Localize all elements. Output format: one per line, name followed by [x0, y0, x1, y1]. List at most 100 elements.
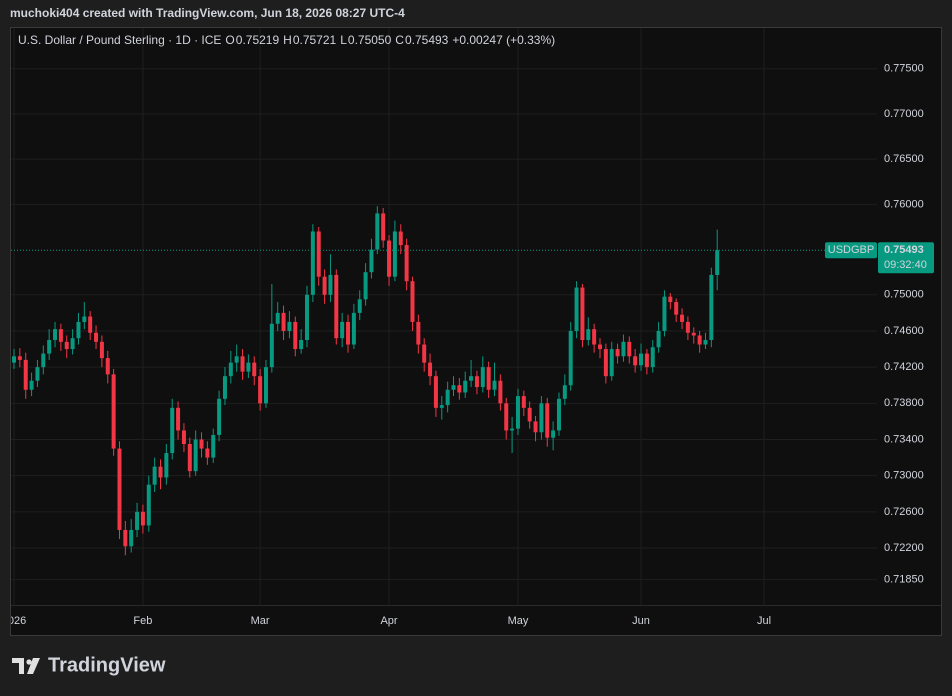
candle-body — [474, 376, 479, 388]
candle-body — [486, 367, 491, 390]
plot-area — [11, 28, 877, 605]
candle-body — [545, 403, 550, 438]
candle-body — [135, 511, 140, 530]
candle-body — [41, 353, 46, 368]
legend: U.S. Dollar / Pound Sterling · 1D · ICE O… — [18, 33, 555, 47]
candle-body — [170, 407, 175, 454]
candle-body — [592, 329, 597, 345]
candle-body — [322, 276, 327, 295]
chart-panel — [10, 27, 942, 636]
countdown-label: 09:32:40 — [884, 259, 927, 271]
legend-value: 0.75219 — [236, 33, 280, 47]
last-price-label: 0.75493 — [884, 244, 924, 256]
candle-body — [70, 338, 75, 350]
candle-body — [99, 341, 104, 359]
candle-body — [105, 358, 110, 375]
price-badge — [878, 242, 934, 274]
y-tick-label: 0.73400 — [884, 433, 924, 445]
candle-body — [58, 329, 63, 342]
candle-body — [375, 213, 380, 250]
candle-body — [123, 529, 128, 547]
candle-body — [228, 362, 233, 377]
candle-body — [234, 356, 239, 363]
y-tick-label: 0.71850 — [884, 574, 924, 586]
candle-body — [668, 296, 673, 303]
legend-value: 0.75721 — [293, 33, 337, 47]
candle-body — [217, 398, 222, 435]
candle-body — [199, 439, 204, 449]
legend-value: 0.75050 — [348, 33, 392, 47]
candle-body — [639, 353, 644, 366]
candle-body — [598, 344, 602, 350]
candle-body — [281, 312, 286, 331]
candle-body — [187, 444, 192, 472]
y-tick-label: 0.76500 — [884, 153, 924, 165]
legend-title: U.S. Dollar / Pound Sterling · 1D · ICE — [18, 33, 221, 47]
candle-body — [662, 296, 667, 331]
candle-body — [76, 321, 81, 339]
candle-body — [539, 403, 544, 433]
candle-body — [510, 428, 515, 431]
candle-body — [305, 294, 309, 341]
candle-body — [551, 430, 556, 438]
candle-body — [480, 367, 485, 388]
candle-body — [498, 380, 503, 404]
candle-body — [334, 274, 339, 339]
candle-body — [111, 374, 116, 449]
y-tick-label: 0.74200 — [884, 361, 924, 373]
candle-body — [433, 376, 438, 408]
x-tick-label: Jun — [632, 615, 650, 627]
candle-body — [146, 484, 151, 526]
brand-name: TradingView — [48, 654, 166, 676]
candle-body — [445, 389, 450, 406]
candle-body — [392, 231, 397, 277]
candle-body — [674, 302, 679, 315]
y-tick-label: 0.77000 — [884, 108, 924, 120]
candle-body — [246, 362, 251, 372]
candle-body — [351, 312, 356, 345]
candle-body — [556, 398, 561, 431]
candle-body — [88, 316, 93, 333]
candle-body — [715, 250, 720, 275]
candle-body — [410, 281, 415, 322]
legend-key: O — [225, 33, 234, 47]
x-tick-label: Jul — [757, 615, 771, 627]
candle-body — [357, 299, 362, 313]
y-tick-label: 0.72600 — [884, 506, 924, 518]
candle-body — [574, 287, 579, 331]
candle-body — [521, 396, 526, 408]
y-tick-label: 0.72200 — [884, 542, 924, 554]
symbol-label: USDGBP — [828, 244, 874, 256]
candle-body — [293, 321, 298, 350]
candle-body — [439, 405, 444, 408]
candle-body — [562, 385, 567, 399]
candle-body — [152, 466, 157, 485]
candle-body — [515, 396, 520, 429]
x-tick-label: Apr — [380, 615, 397, 627]
candle-body — [398, 231, 403, 246]
candle-body — [603, 349, 608, 377]
candle-body — [404, 245, 409, 282]
candle-body — [451, 385, 456, 390]
candle-body — [299, 340, 304, 350]
candle-body — [428, 362, 433, 377]
logo-mark — [26, 659, 32, 665]
candle-body — [685, 321, 690, 333]
candle-body — [381, 213, 386, 241]
candle-body — [340, 321, 345, 339]
candle-body — [656, 330, 661, 348]
logo-mark — [12, 658, 24, 674]
candle-body — [463, 380, 468, 393]
candle-body — [211, 434, 216, 458]
candle-body — [129, 529, 134, 547]
candle-body — [363, 272, 368, 300]
candle-body — [17, 356, 22, 360]
candle-body — [23, 359, 28, 390]
candle-body — [310, 231, 315, 295]
candle-body — [205, 448, 210, 458]
candle-body — [504, 403, 509, 431]
y-tick-label: 0.74600 — [884, 325, 924, 337]
x-tick-label: Mar — [251, 615, 270, 627]
